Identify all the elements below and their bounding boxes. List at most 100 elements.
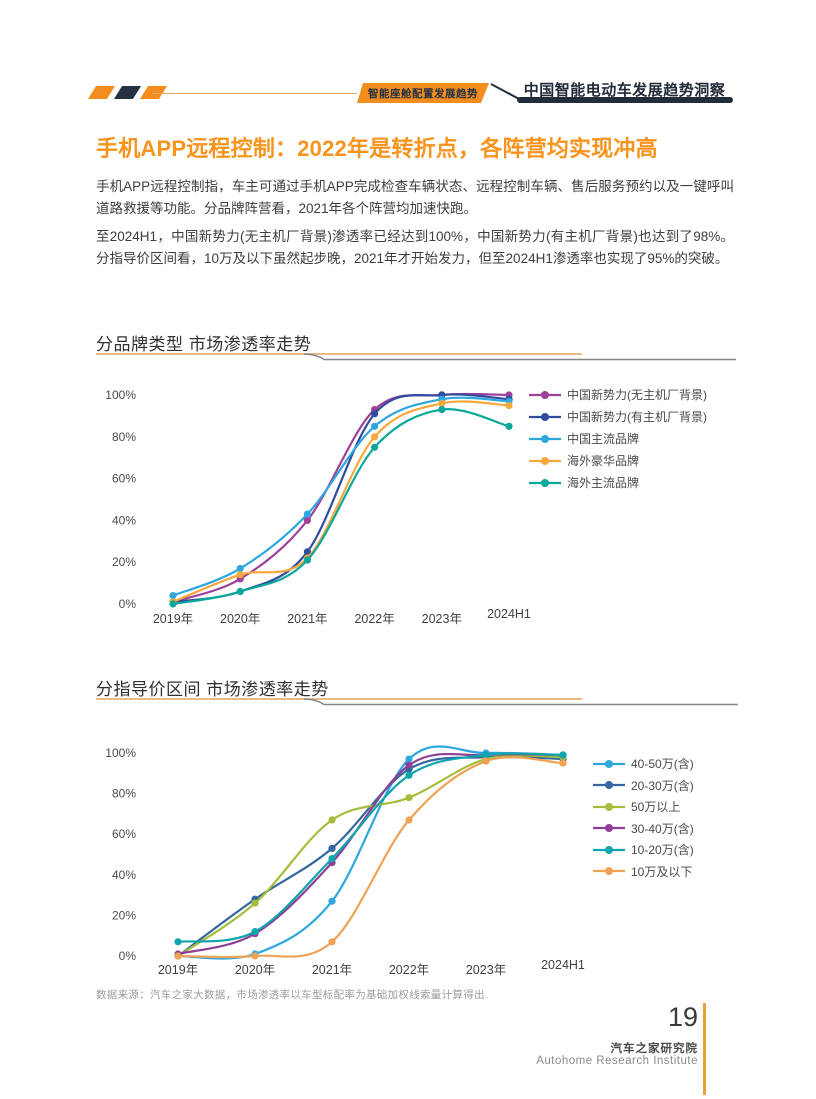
data-point-marker [169, 600, 177, 608]
y-axis-tick: 80% [112, 430, 136, 444]
price-range-penetration-chart: 0% 20% 40% 60% 80% 100% 2019年 2020年 2021年 2022年 20… [105, 745, 585, 977]
x-axis-tick: 2021年 [287, 612, 327, 626]
y-axis-tick: 80% [112, 787, 136, 801]
x-axis-tick: 2023年 [422, 612, 462, 626]
data-point-marker [405, 755, 413, 763]
section-tag-label: 智能座舱配置发展趋势 [368, 87, 478, 100]
legend-item: 30-40万(含) [592, 820, 694, 837]
x-axis-tick: 2024H1 [541, 958, 585, 972]
series-line [177, 755, 564, 957]
legend-item: 20-30万(含) [592, 777, 694, 794]
legend-item: 海外主流品牌 [528, 474, 707, 491]
x-axis-tick: 2019年 [158, 963, 198, 977]
data-point-marker [251, 928, 259, 936]
legend-marker-icon [593, 759, 625, 768]
data-point-marker [559, 751, 567, 759]
data-point-marker [236, 564, 244, 573]
data-point-marker [371, 410, 379, 418]
legend-label: 海外主流品牌 [567, 476, 640, 490]
org-name-en: Autohome Research Institute [536, 1055, 698, 1067]
data-point-marker [303, 548, 311, 556]
slash-icon [87, 86, 116, 99]
body-paragraph: 至2024H1，中国新势力(无主机厂背景)渗透率已经达到100%，中国新势力(有… [96, 229, 734, 266]
data-point-marker [251, 899, 259, 907]
x-axis-tick: 2020年 [235, 963, 275, 977]
x-axis-tick: 2022年 [354, 612, 394, 626]
legend-label: 40-50万(含) [631, 757, 694, 771]
section-tag-banner: 智能座舱配置发展趋势 [357, 83, 489, 103]
legend-item: 中国主流品牌 [528, 430, 707, 447]
chart-legend: 中国新势力(无主机厂背景) 中国新势力(有主机厂背景) 中国主流品牌 海外豪华品牌 海外… [528, 386, 707, 491]
header-connector-line [490, 83, 522, 101]
data-point-marker [405, 761, 413, 769]
legend-label: 10-20万(含) [631, 843, 694, 857]
x-axis-tick: 2023年 [466, 963, 506, 977]
y-axis-tick: 20% [112, 908, 136, 922]
legend-label: 中国新势力(有主机厂背景) [567, 410, 707, 424]
legend-item: 40-50万(含) [592, 755, 694, 772]
legend-marker-icon [593, 845, 625, 854]
data-point-marker [169, 592, 177, 600]
x-axis-tick: 2021年 [312, 963, 352, 977]
y-axis-tick: 100% [105, 746, 136, 760]
data-point-marker [371, 433, 379, 441]
data-point-marker [405, 816, 413, 824]
legend-item: 海外豪华品牌 [528, 452, 707, 469]
series-line [177, 745, 564, 960]
y-axis-tick: 20% [112, 555, 136, 569]
data-point-marker [328, 855, 336, 863]
y-axis-tick: 0% [119, 949, 137, 963]
page-title: 手机APP远程控制：2022年是转折点，各阵营均实现冲高 [96, 136, 658, 161]
x-axis-tick: 2022年 [389, 963, 429, 977]
data-point-marker [438, 399, 446, 407]
legend-label: 中国主流品牌 [567, 432, 640, 446]
org-name-cn: 汽车之家研究院 [610, 1043, 698, 1055]
data-point-marker [174, 938, 182, 946]
section-title-brand-type: 分品牌类型 市场渗透率走势 [96, 335, 312, 354]
legend-label: 50万以上 [631, 800, 681, 814]
legend-marker-icon [593, 824, 625, 832]
section-divider [96, 353, 736, 361]
data-point-marker [328, 844, 336, 852]
legend-marker-icon [593, 867, 625, 875]
data-point-marker [482, 751, 490, 759]
data-point-marker [405, 771, 413, 779]
legend-label: 10万及以下 [631, 864, 693, 879]
y-axis-tick: 60% [112, 827, 136, 841]
legend-marker-icon [529, 434, 561, 443]
legend-item: 50万以上 [592, 798, 694, 815]
data-point-marker [559, 759, 567, 767]
y-axis-tick: 60% [112, 472, 136, 486]
data-point-marker [482, 757, 490, 765]
report-title: 中国智能电动车发展趋势洞察 [523, 82, 726, 99]
report-title-underline [517, 97, 733, 103]
footer-accent-line [703, 1003, 706, 1095]
legend-item: 10万及以下 [592, 863, 694, 880]
legend-marker-icon [529, 456, 561, 465]
legend-marker-icon [593, 781, 625, 789]
data-source-footnote: 数据来源：汽车之家大数据，市场渗透率以车型标配率为基础加权线索量计算得出. [96, 989, 489, 1001]
y-axis-tick: 0% [119, 597, 137, 611]
data-point-marker [505, 401, 513, 410]
legend-marker-icon [529, 478, 561, 487]
data-point-marker [236, 571, 244, 579]
data-point-marker [303, 516, 311, 524]
data-point-marker [303, 556, 311, 564]
legend-marker-icon [529, 390, 561, 399]
section-divider [96, 698, 738, 706]
x-axis-tick: 2019年 [153, 612, 193, 626]
section-title-price-range: 分指导价区间 市场渗透率走势 [96, 680, 329, 699]
data-point-marker [328, 897, 336, 905]
series-line [177, 756, 564, 959]
y-axis-tick: 100% [105, 388, 136, 402]
x-axis-tick: 2020年 [220, 612, 260, 626]
data-point-marker [371, 443, 379, 451]
legend-marker-icon [593, 802, 625, 811]
data-point-marker [251, 952, 259, 960]
series-line [172, 408, 510, 606]
legend-label: 30-40万(含) [631, 821, 694, 836]
data-point-marker [328, 938, 336, 946]
chart-legend: 40-50万(含) 20-30万(含) 50万以上 30-40万(含) 10-20万(含… [592, 755, 694, 880]
legend-label: 20-30万(含) [631, 778, 694, 793]
